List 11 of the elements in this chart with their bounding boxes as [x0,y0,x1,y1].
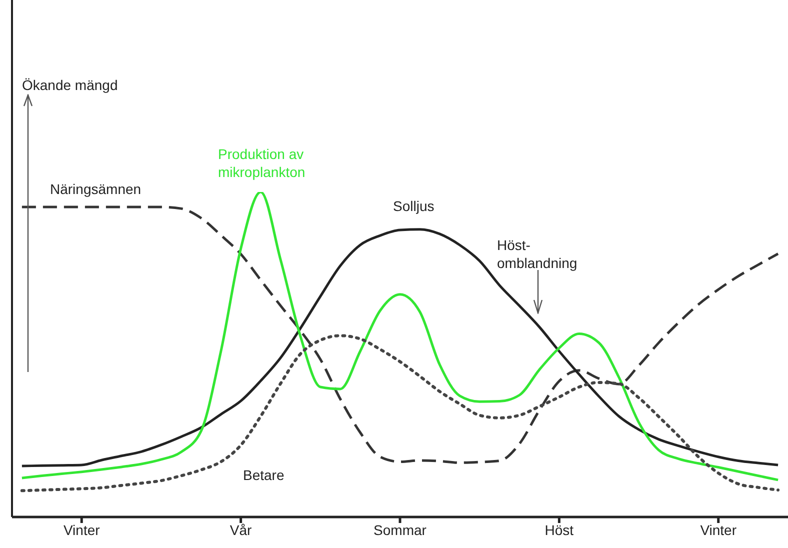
x-tick-label: Vinter [63,522,100,538]
text: Ökande mängd [22,76,119,94]
x-tick-label: Vår [230,522,252,538]
x-tick-label: Sommar [374,522,427,538]
series-label: Näringsämnen [50,180,142,198]
series-label: Betare [243,466,286,484]
x-tick-label: Höst [544,522,574,538]
annotation: Höst- omblandning [497,236,578,272]
text: Produktion av mikroplankton [218,145,306,181]
x-tick-label: Vinter [700,522,737,538]
series-label: Solljus [393,197,436,215]
